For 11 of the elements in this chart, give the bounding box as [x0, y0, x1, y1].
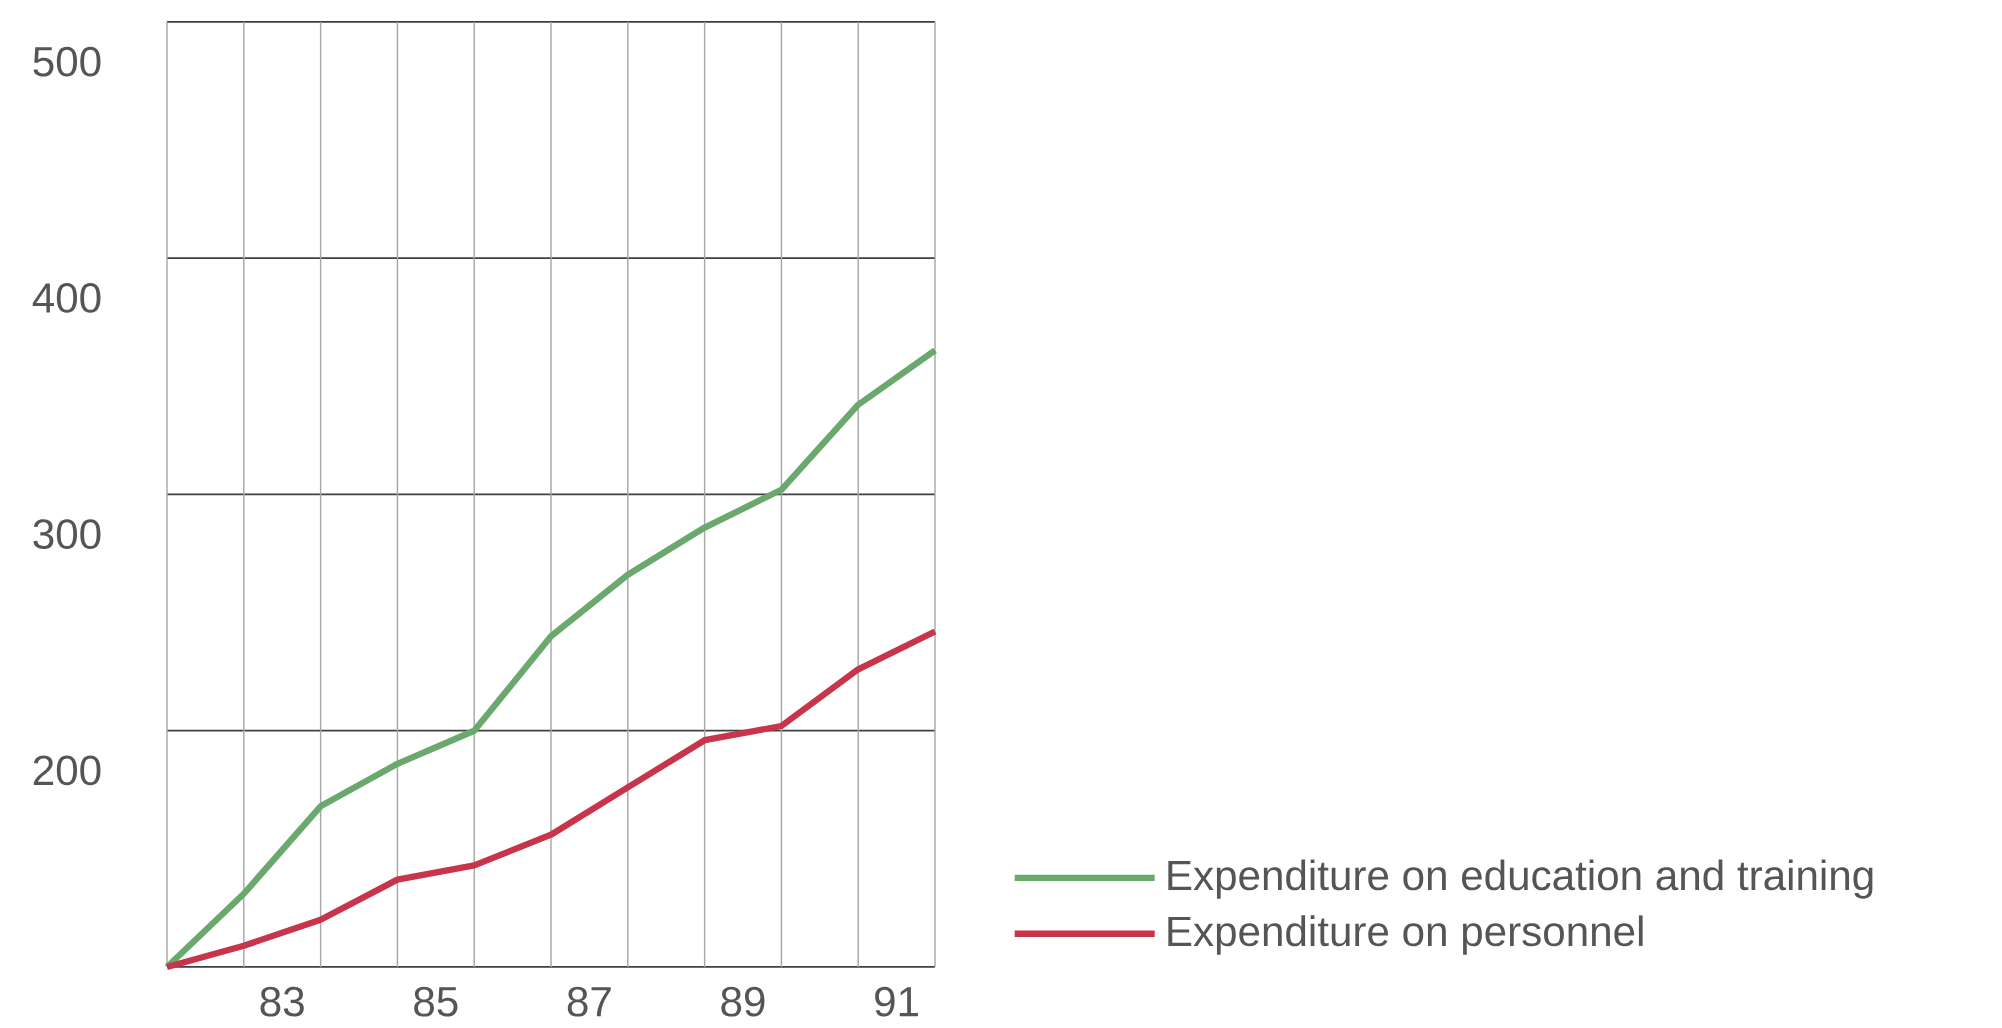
legend-label: Expenditure on education and training — [1168, 859, 1873, 899]
y-tick-label: 500 — [33, 46, 101, 77]
y-tick-label: 300 — [33, 519, 101, 550]
x-tick-label: 91 — [875, 986, 918, 1017]
x-tick-label: 85 — [414, 986, 458, 1017]
x-tick-label: 83 — [260, 986, 304, 1017]
x-tick-label: 87 — [567, 986, 611, 1017]
x-tick-label: 89 — [721, 986, 765, 1017]
legend-label: Expenditure on personnel — [1168, 915, 1643, 955]
y-tick-label: 400 — [32, 283, 101, 313]
y-tick-label: 200 — [33, 755, 101, 786]
